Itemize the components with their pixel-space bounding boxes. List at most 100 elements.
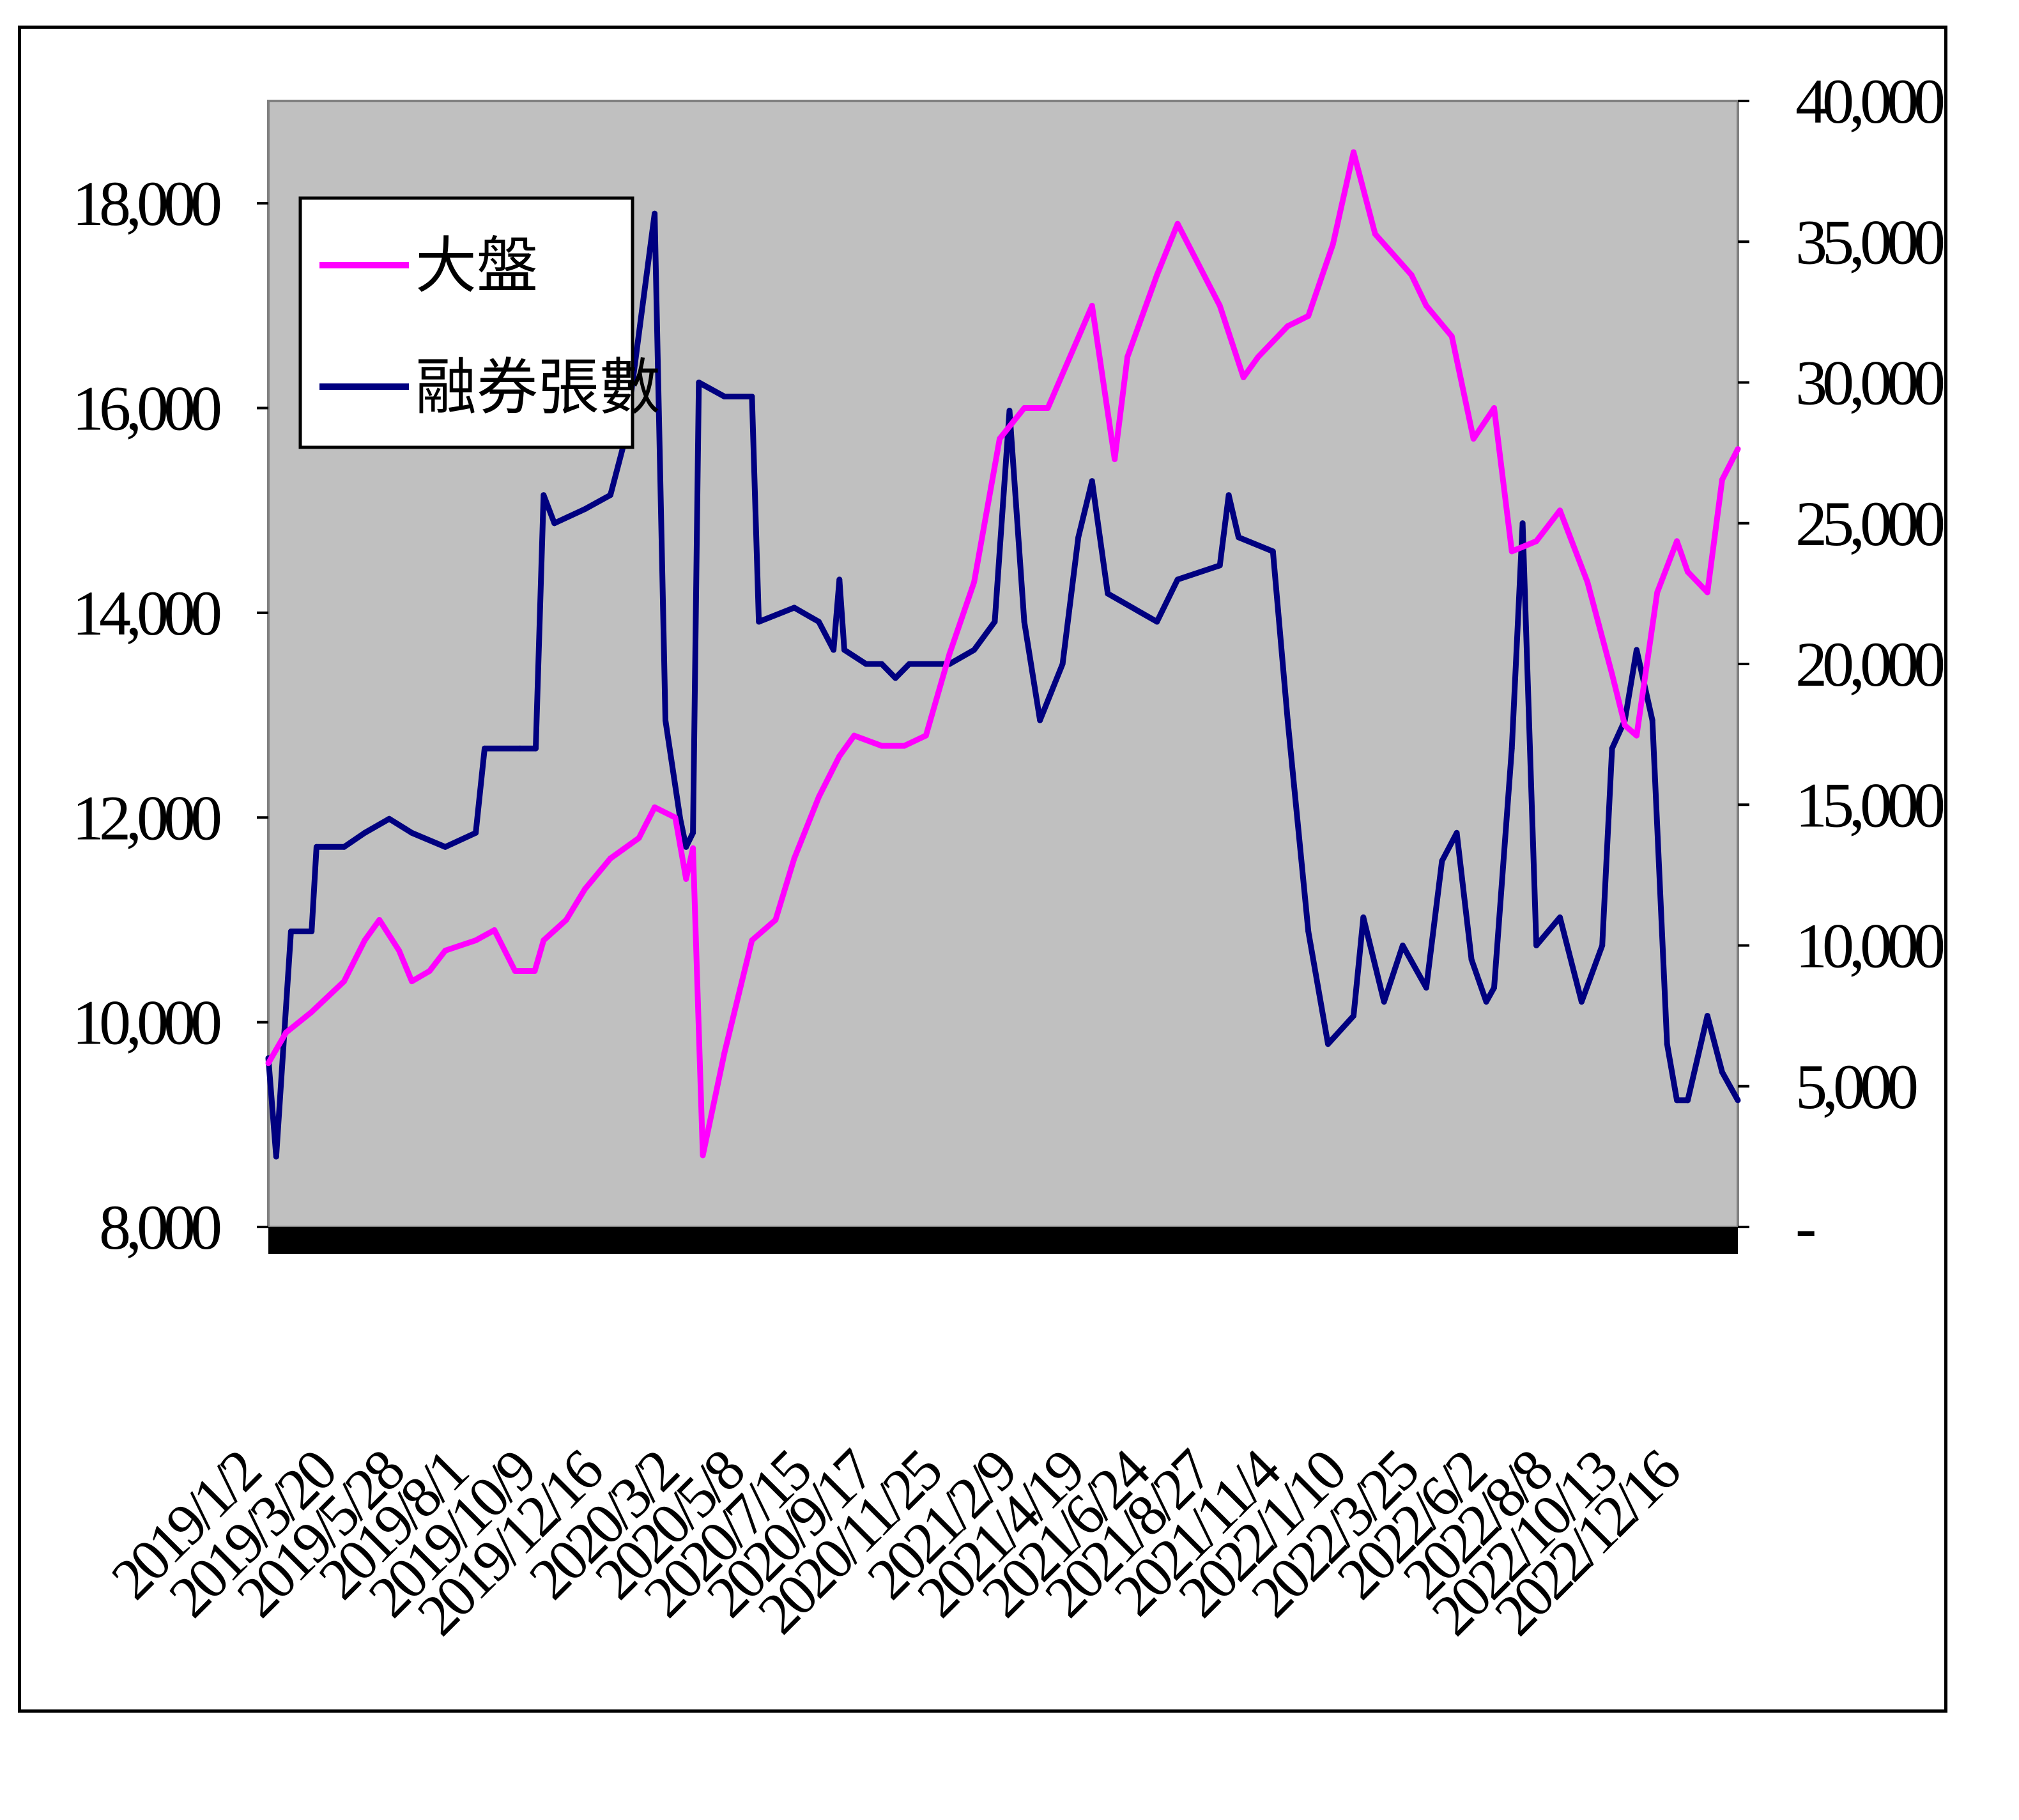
data-point [1685,1097,1691,1104]
data-point [851,732,857,739]
data-point [1508,745,1515,752]
data-point [607,855,613,861]
data-point [836,576,843,583]
data-point [1059,661,1066,667]
series-layer [265,149,1741,1160]
left-y-axis: 8,000 10,000 12,000 14,000 16,000 18,000 [72,168,268,1263]
data-point [696,380,702,385]
data-point [1585,579,1591,585]
data-point [652,210,658,217]
data-point [1470,436,1477,442]
data-point [923,732,929,739]
data-point [341,844,347,850]
data-point [1089,302,1095,309]
data-point [1174,576,1181,583]
data-point [386,815,392,822]
data-point [749,937,755,943]
data-point [636,835,642,841]
data-point [791,855,797,861]
data-point [1217,302,1223,309]
right-y-tick-label: 15,000 [1795,769,1944,840]
right-y-tick-label: 30,000 [1795,348,1944,419]
data-point [1037,717,1043,723]
data-point [1483,999,1489,1005]
data-point [1519,520,1526,527]
data-point [1533,943,1540,948]
data-point [607,492,613,498]
right-y-tick-label: 35,000 [1795,206,1944,277]
data-point [690,845,696,851]
data-point [690,829,696,836]
data-point [1105,590,1111,597]
data-point [831,647,837,653]
data-point [1704,1013,1710,1019]
data-point [1075,534,1082,541]
data-point [1125,354,1131,360]
data-point [663,717,668,723]
data-point [791,605,797,611]
data-point [1284,717,1291,723]
data-point [1045,405,1051,411]
data-point [816,794,822,800]
data-point [273,1153,279,1160]
data-point [841,647,847,653]
data-point [482,745,487,752]
data-point [1305,929,1312,934]
data-point [1578,999,1585,1005]
data-point [721,1050,728,1056]
data-point [396,948,403,953]
data-point [1255,354,1261,360]
data-point [1089,478,1095,484]
data-point [563,917,569,923]
data-point [426,968,433,974]
data-point [683,844,689,850]
left-y-tick-label: 8,000 [99,1192,220,1263]
data-point [1240,374,1247,380]
data-point [1468,957,1475,962]
data-point [1491,985,1497,991]
data-point [283,1030,289,1036]
data-point [893,675,898,681]
data-point [442,948,449,953]
series-line [266,149,1741,1159]
data-point [551,520,558,527]
left-y-tick-label: 16,000 [72,373,220,444]
data-point [1491,405,1497,411]
data-point [1674,1097,1680,1104]
data-point [1217,562,1223,569]
data-point [581,886,588,892]
data-point [309,1009,315,1015]
data-point [1454,829,1460,836]
legend-box [298,196,634,449]
data-point [1225,492,1232,498]
data-point [677,815,684,822]
data-point [532,968,538,974]
data-point [1609,671,1615,677]
data-point [1704,589,1710,596]
data-point [1305,312,1312,319]
data-point [313,844,319,850]
left-y-tick-label: 12,000 [72,782,220,853]
data-point [1360,914,1367,920]
data-point [288,929,294,934]
data-point [362,937,368,943]
data-point [376,917,383,923]
data-point [512,968,518,974]
data-point [1351,1013,1356,1019]
data-point [901,743,907,749]
data-point [1330,241,1336,247]
data-point [473,937,479,943]
data-point [971,579,978,585]
data-point [1006,408,1013,413]
data-point [756,619,762,625]
data-point [1154,272,1160,278]
data-point [1236,534,1241,541]
data-point [362,829,368,836]
data-point [700,1152,706,1159]
data-point [637,323,643,329]
data-point [473,829,479,836]
data-point [1381,999,1387,1005]
data-point [1634,647,1639,653]
data-point [879,743,885,749]
